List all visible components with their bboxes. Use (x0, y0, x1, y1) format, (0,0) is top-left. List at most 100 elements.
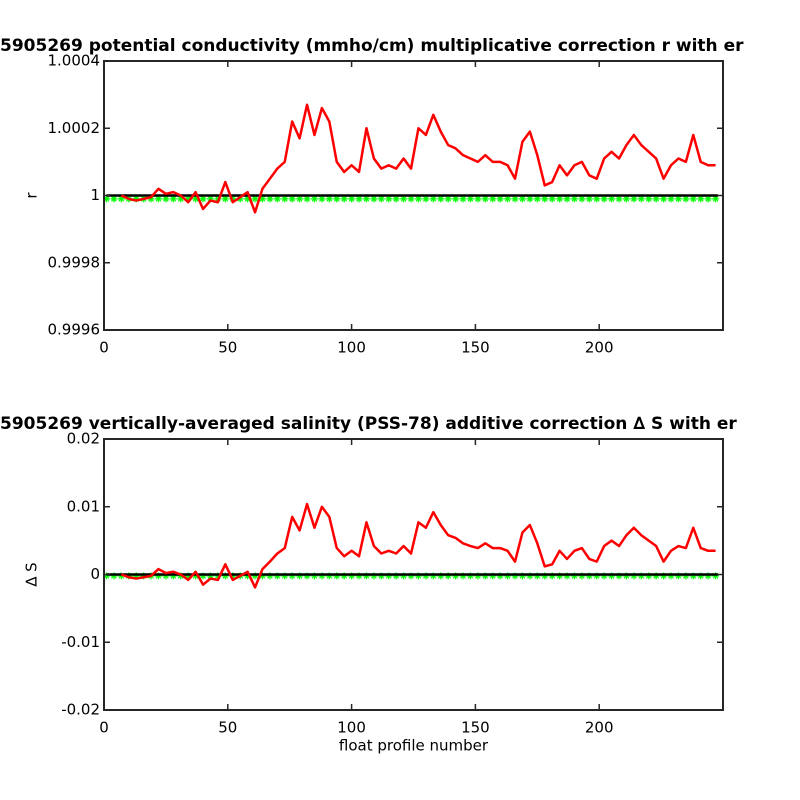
data-marker (444, 572, 452, 580)
data-marker (600, 572, 608, 580)
data-marker (578, 195, 586, 203)
x-tick-label: 150 (461, 719, 490, 737)
data-marker (548, 572, 556, 580)
data-marker (310, 195, 318, 203)
data-marker (674, 195, 682, 203)
data-marker (682, 195, 690, 203)
data-marker (414, 572, 422, 580)
data-marker (437, 195, 445, 203)
data-marker (333, 572, 341, 580)
data-marker (615, 195, 623, 203)
data-marker (340, 195, 348, 203)
data-marker (154, 195, 162, 203)
data-marker (459, 195, 467, 203)
y-tick-label: 1.0002 (48, 119, 101, 137)
data-marker (400, 572, 408, 580)
data-marker (704, 572, 712, 580)
plot-area (104, 502, 720, 589)
data-marker (258, 195, 266, 203)
data-marker (429, 572, 437, 580)
data-marker (622, 195, 630, 203)
data-marker (563, 195, 571, 203)
data-marker (667, 195, 675, 203)
data-marker (104, 572, 110, 580)
data-marker (489, 195, 497, 203)
data-marker (585, 572, 593, 580)
data-marker (407, 195, 415, 203)
data-marker (310, 572, 318, 580)
data-marker (318, 572, 326, 580)
x-tick-label: 50 (218, 339, 237, 357)
data-marker (459, 572, 467, 580)
data-marker (541, 572, 549, 580)
x-tick-label: 150 (461, 339, 490, 357)
data-marker (251, 572, 259, 580)
data-marker (162, 195, 170, 203)
data-marker (466, 195, 474, 203)
data-marker (132, 572, 140, 580)
data-marker (481, 195, 489, 203)
y-tick-label: 1.0004 (48, 52, 101, 70)
data-marker (370, 572, 378, 580)
x-tick-label: 200 (585, 339, 614, 357)
data-marker (221, 195, 229, 203)
data-marker (704, 195, 712, 203)
data-marker (184, 195, 192, 203)
data-marker (273, 195, 281, 203)
data-marker (303, 572, 311, 580)
data-marker (333, 195, 341, 203)
x-tick-label: 50 (218, 719, 237, 737)
data-marker (652, 195, 660, 203)
x-tick-label: 0 (99, 339, 109, 357)
chart-title: 5905269 potential conductivity (mmho/cm)… (0, 36, 744, 56)
data-marker (266, 195, 274, 203)
y-tick-label: 0.9998 (48, 253, 101, 271)
data-marker (593, 195, 601, 203)
data-marker (593, 572, 601, 580)
data-marker (281, 572, 289, 580)
data-marker (533, 572, 541, 580)
data-marker (147, 195, 155, 203)
data-marker (132, 195, 140, 203)
data-marker (199, 572, 207, 580)
data-marker (556, 572, 564, 580)
data-marker (362, 195, 370, 203)
data-marker (652, 572, 660, 580)
data-marker (697, 195, 705, 203)
data-marker (608, 572, 616, 580)
data-marker (689, 572, 697, 580)
data-marker (392, 195, 400, 203)
data-marker (296, 572, 304, 580)
subplot: 5905269 potential conductivity (mmho/cm)… (0, 36, 744, 357)
data-marker (266, 572, 274, 580)
data-marker (251, 195, 259, 203)
data-marker (400, 195, 408, 203)
data-marker (466, 572, 474, 580)
data-marker (622, 572, 630, 580)
x-tick-label: 100 (337, 719, 366, 737)
y-tick-label: -0.01 (61, 633, 100, 651)
data-marker (221, 572, 229, 580)
data-marker (110, 195, 118, 203)
data-marker (244, 572, 252, 580)
data-marker (318, 195, 326, 203)
plot-area (104, 103, 720, 214)
data-marker (385, 195, 393, 203)
x-axis-label: float profile number (339, 737, 489, 755)
data-marker (206, 195, 214, 203)
data-marker (184, 572, 192, 580)
data-marker (258, 572, 266, 580)
data-marker (608, 195, 616, 203)
data-marker (496, 195, 504, 203)
data-marker (104, 195, 110, 203)
y-tick-label: -0.02 (61, 701, 100, 719)
data-marker (570, 195, 578, 203)
y-tick-label: 0.02 (67, 430, 100, 448)
y-tick-label: 1 (90, 186, 100, 204)
data-line (120, 502, 716, 589)
data-marker (682, 572, 690, 580)
data-line (120, 103, 716, 214)
data-marker (689, 195, 697, 203)
subplot: 5905269 vertically-averaged salinity (PS… (0, 414, 737, 755)
